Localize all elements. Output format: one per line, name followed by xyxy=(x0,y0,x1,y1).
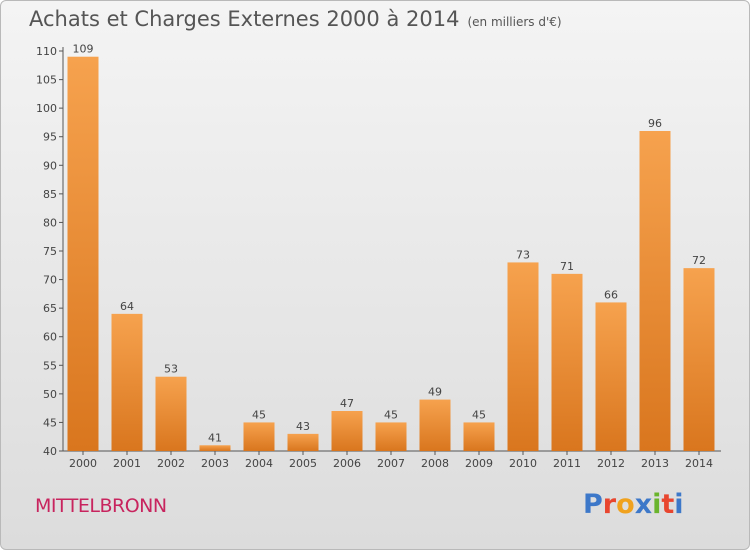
x-tick-label-2005: 2005 xyxy=(289,457,317,470)
logo-letter: x xyxy=(634,489,653,520)
logo-letter: i xyxy=(674,489,684,520)
bar-2007 xyxy=(375,422,407,451)
logo-letter: t xyxy=(661,489,675,520)
bar-2000 xyxy=(67,56,99,451)
value-label-2003: 41 xyxy=(208,431,222,444)
value-label-2005: 43 xyxy=(296,420,310,433)
value-label-2007: 45 xyxy=(384,408,398,421)
logo-letter: i xyxy=(652,489,662,520)
y-tick-label: 75 xyxy=(43,245,57,258)
bar-2003 xyxy=(199,445,231,451)
proxiti-logo: Proxiti xyxy=(583,489,684,520)
chart-title: Achats et Charges Externes 2000 à 2014 (e… xyxy=(29,7,562,31)
x-tick-label-2000: 2000 xyxy=(69,457,97,470)
value-label-2001: 64 xyxy=(120,300,134,313)
value-label-2010: 73 xyxy=(516,248,530,261)
value-label-2002: 53 xyxy=(164,363,178,376)
chart-title-text: Achats et Charges Externes 2000 à 2014 xyxy=(29,7,460,31)
y-tick-label: 85 xyxy=(43,188,57,201)
x-tick-label-2013: 2013 xyxy=(641,457,669,470)
x-tick-label-2003: 2003 xyxy=(201,457,229,470)
x-tick-label-2007: 2007 xyxy=(377,457,405,470)
bar-2012 xyxy=(595,302,627,451)
y-tick-label: 95 xyxy=(43,131,57,144)
bar-2009 xyxy=(463,422,495,451)
value-label-2014: 72 xyxy=(692,254,706,267)
y-tick-label: 110 xyxy=(36,45,57,58)
value-label-2011: 71 xyxy=(560,260,574,273)
bar-2006 xyxy=(331,411,363,451)
y-tick-label: 55 xyxy=(43,359,57,372)
value-label-2000: 109 xyxy=(73,43,94,56)
x-tick-label-2008: 2008 xyxy=(421,457,449,470)
chart-subtitle: (en milliers d'€) xyxy=(467,15,562,29)
y-tick-label: 90 xyxy=(43,159,57,172)
bar-2014 xyxy=(683,268,715,451)
bar-2001 xyxy=(111,313,143,451)
bar-2010 xyxy=(507,262,539,451)
value-label-2006: 47 xyxy=(340,397,354,410)
x-tick-label-2014: 2014 xyxy=(685,457,713,470)
bar-2011 xyxy=(551,273,583,451)
y-tick-label: 65 xyxy=(43,302,57,315)
x-tick-label-2009: 2009 xyxy=(465,457,493,470)
y-tick-label: 45 xyxy=(43,416,57,429)
y-tick-label: 80 xyxy=(43,216,57,229)
commune-name: MITTELBRONN xyxy=(35,495,167,517)
y-tick-label: 50 xyxy=(43,388,57,401)
value-label-2008: 49 xyxy=(428,386,442,399)
bar-2005 xyxy=(287,433,319,451)
x-tick-label-2004: 2004 xyxy=(245,457,273,470)
value-label-2012: 66 xyxy=(604,288,618,301)
bar-2013 xyxy=(639,131,671,451)
value-label-2004: 45 xyxy=(252,408,266,421)
y-tick-label: 70 xyxy=(43,274,57,287)
x-tick-label-2010: 2010 xyxy=(509,457,537,470)
logo-letter: P xyxy=(583,489,603,520)
x-tick-label-2011: 2011 xyxy=(553,457,581,470)
value-label-2009: 45 xyxy=(472,408,486,421)
bar-2002 xyxy=(155,376,187,451)
y-tick-label: 60 xyxy=(43,331,57,344)
bar-2008 xyxy=(419,399,451,451)
value-label-2013: 96 xyxy=(648,117,662,130)
x-tick-label-2012: 2012 xyxy=(597,457,625,470)
x-tick-label-2001: 2001 xyxy=(113,457,141,470)
bar-2004 xyxy=(243,422,275,451)
x-tick-label-2006: 2006 xyxy=(333,457,361,470)
y-tick-label: 105 xyxy=(36,74,57,87)
y-tick-label: 40 xyxy=(43,445,57,458)
x-tick-label-2002: 2002 xyxy=(157,457,185,470)
logo-letter: r xyxy=(602,489,617,520)
logo-letter: o xyxy=(616,489,635,520)
y-tick-label: 100 xyxy=(36,102,57,115)
